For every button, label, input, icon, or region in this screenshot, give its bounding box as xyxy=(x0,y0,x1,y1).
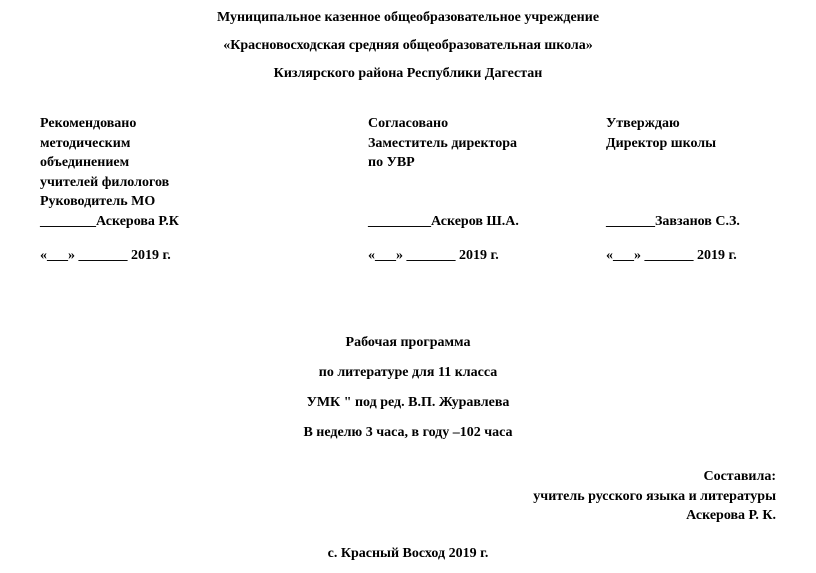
approval-block: Рекомендовано методическим объединением … xyxy=(40,114,776,265)
author-role: учитель русского языка и литературы xyxy=(40,487,776,507)
approval-approved: Утверждаю Директор школы _______Завзанов… xyxy=(606,114,776,265)
author-block: Составила: учитель русского языка и лите… xyxy=(40,467,776,526)
rec-line-4: учителей филологов xyxy=(40,173,270,193)
approval-recommended: Рекомендовано методическим объединением … xyxy=(40,114,270,265)
agr-line-3: по УВР xyxy=(368,153,598,173)
rec-line-5: Руководитель МО xyxy=(40,192,270,212)
agr-date: «___» _______ 2019 г. xyxy=(368,246,598,266)
header-line-1: Муниципальное казенное общеобразовательн… xyxy=(40,10,776,26)
apr-line-1: Утверждаю xyxy=(606,114,776,134)
apr-signature: _______Завзанов С.З. xyxy=(606,212,776,232)
header-line-3: Кизлярского района Республики Дагестан xyxy=(40,66,776,82)
program-title: Рабочая программа xyxy=(40,335,776,351)
agr-signature: _________Аскеров Ш.А. xyxy=(368,212,598,232)
rec-line-3: объединением xyxy=(40,153,270,173)
rec-signature: ________Аскерова Р.К xyxy=(40,212,270,232)
header-line-2: «Красновосходская средняя общеобразовате… xyxy=(40,38,776,54)
author-name: Аскерова Р. К. xyxy=(40,506,776,526)
program-subject: по литературе для 11 класса xyxy=(40,365,776,381)
program-block: Рабочая программа по литературе для 11 к… xyxy=(40,335,776,441)
document-header: Муниципальное казенное общеобразовательн… xyxy=(40,10,776,82)
agr-line-2: Заместитель директора xyxy=(368,134,598,154)
rec-line-2: методическим xyxy=(40,134,270,154)
rec-date: «___» _______ 2019 г. xyxy=(40,246,270,266)
approval-agreed: Согласовано Заместитель директора по УВР… xyxy=(368,114,598,265)
apr-date: «___» _______ 2019 г. xyxy=(606,246,776,266)
program-hours: В неделю 3 часа, в году –102 часа xyxy=(40,425,776,441)
footer-location: с. Красный Восход 2019 г. xyxy=(40,546,776,562)
rec-line-1: Рекомендовано xyxy=(40,114,270,134)
apr-line-2: Директор школы xyxy=(606,134,776,154)
author-label: Составила: xyxy=(40,467,776,487)
agr-line-1: Согласовано xyxy=(368,114,598,134)
program-umk: УМК " под ред. В.П. Журавлева xyxy=(40,395,776,411)
